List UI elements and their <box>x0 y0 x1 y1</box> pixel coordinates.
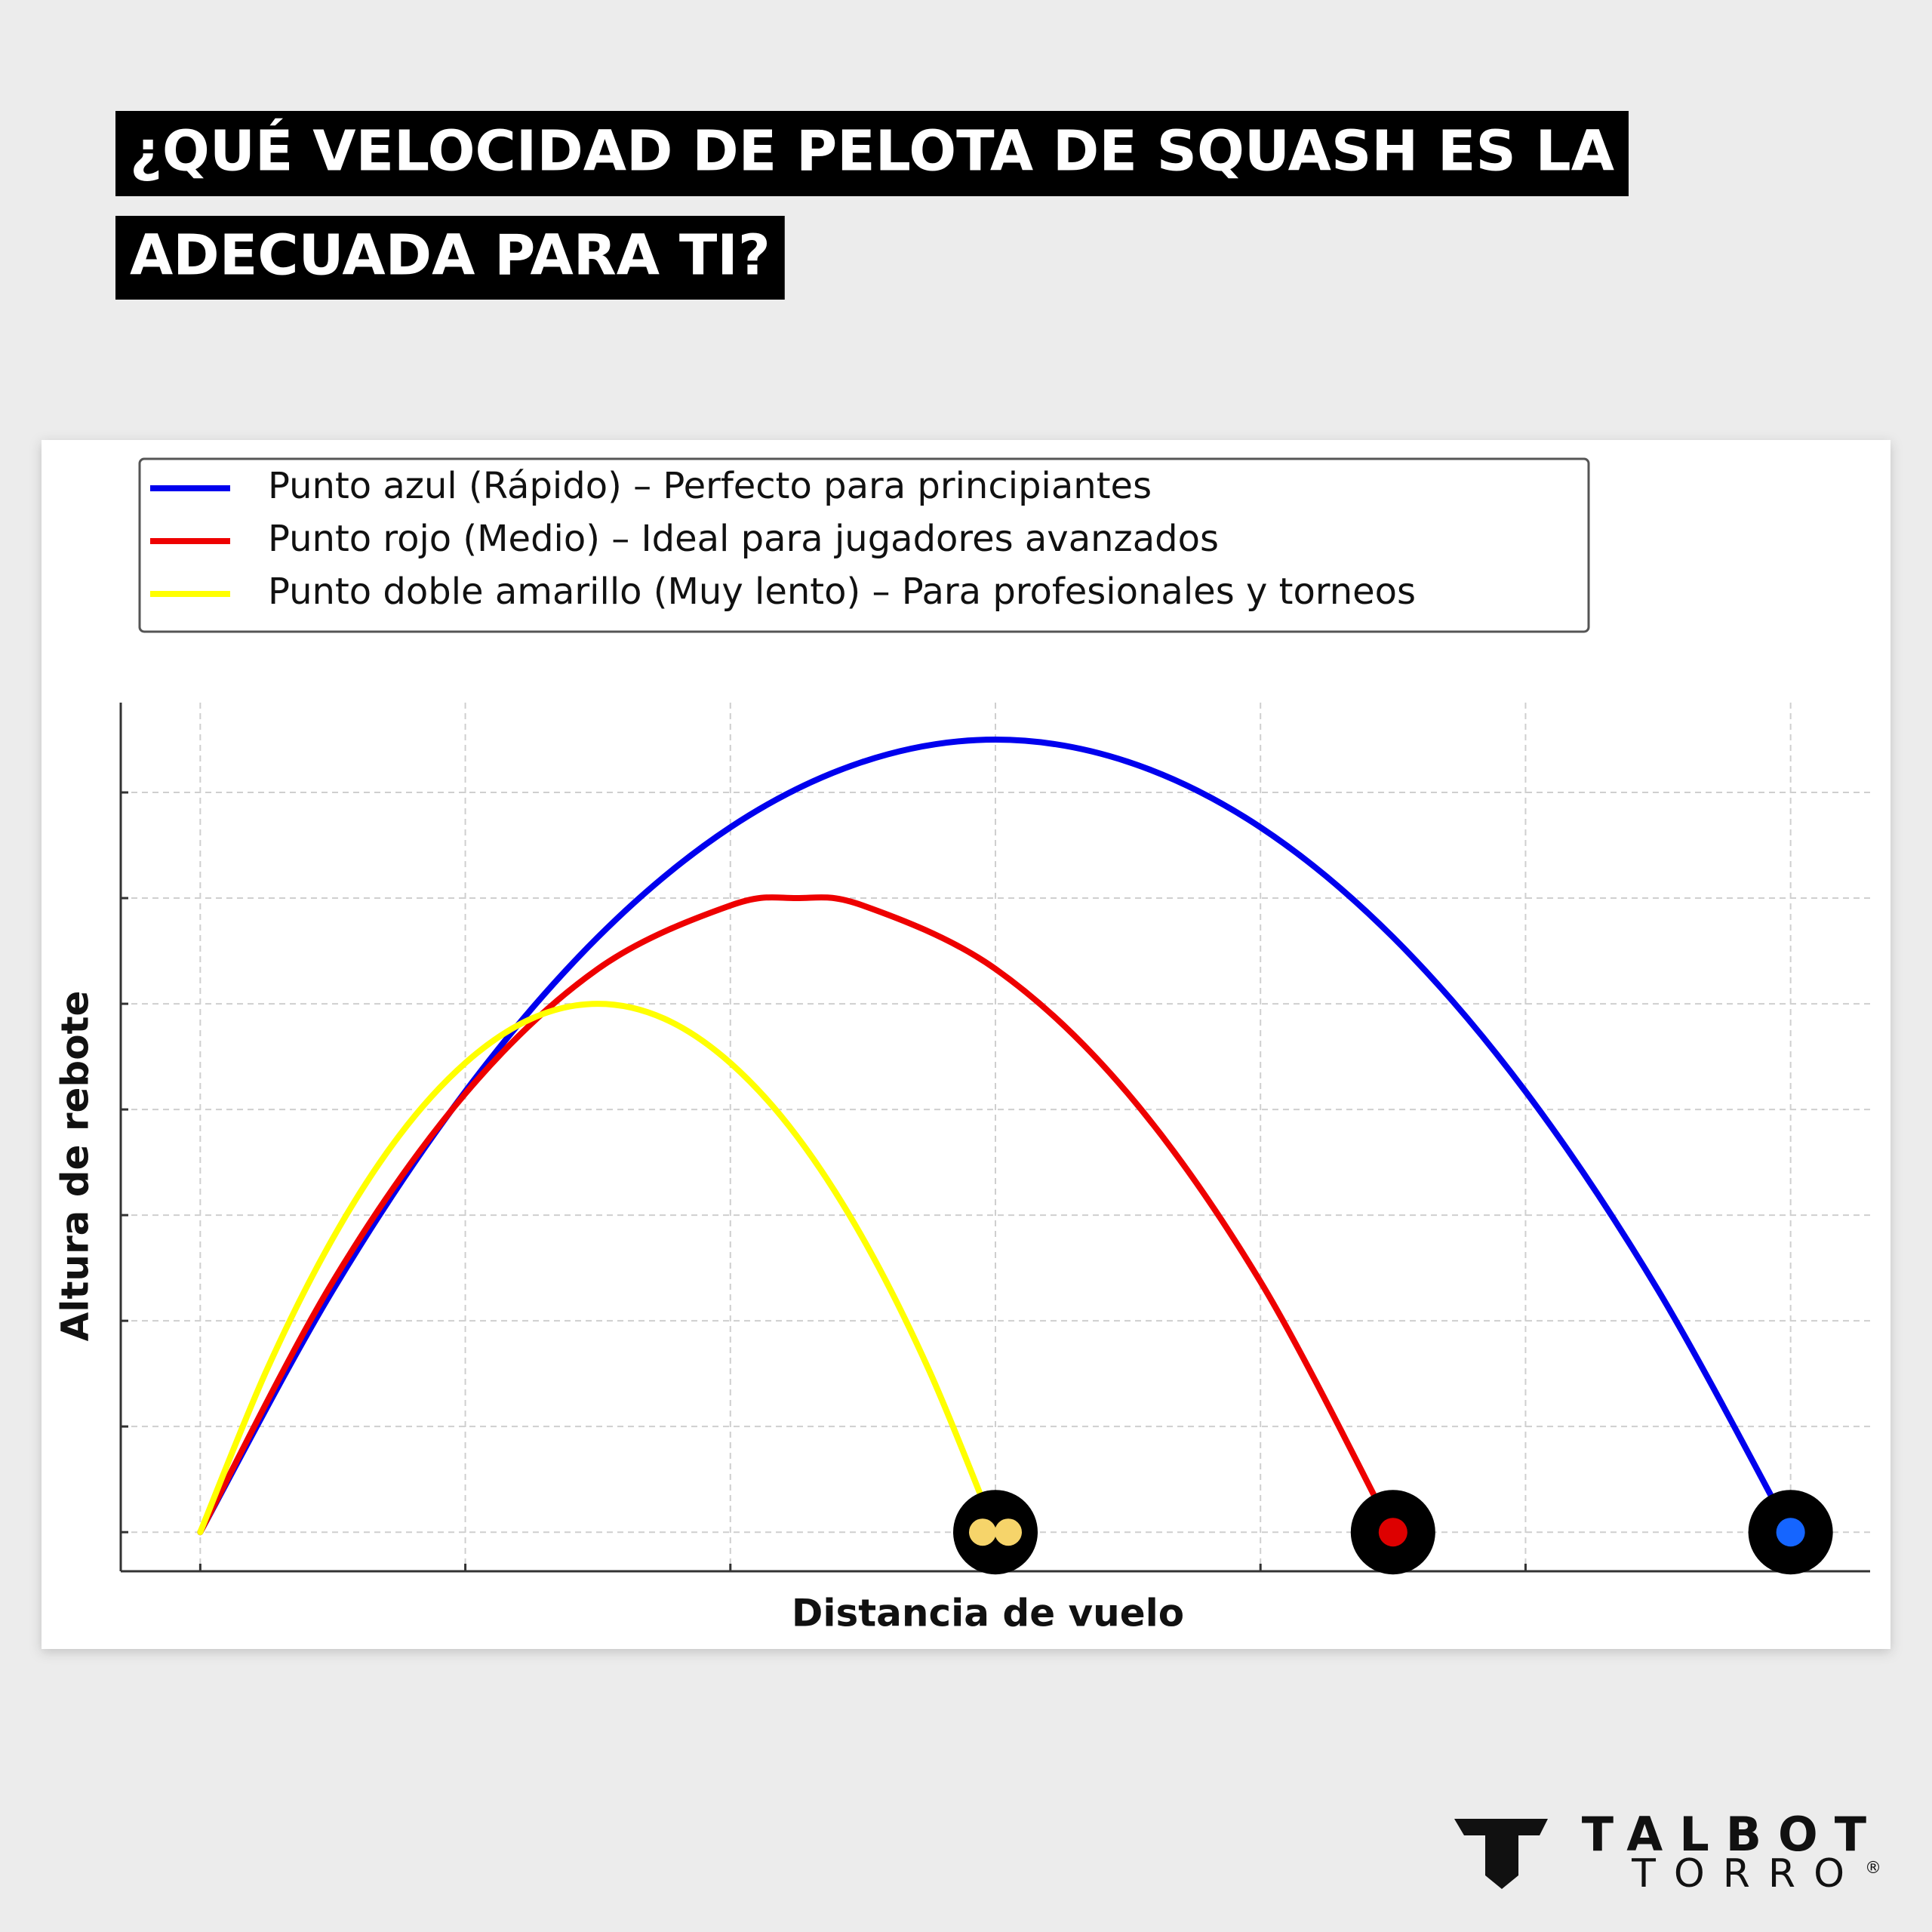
legend-label: Punto azul (Rápido) – Perfecto para prin… <box>268 465 1152 507</box>
title-box <box>115 111 1629 196</box>
chart-card <box>42 440 1890 1649</box>
y-axis-title: Altura de rebote <box>54 991 97 1342</box>
ball-dot <box>969 1518 996 1546</box>
title-line: ¿QUÉ VELOCIDAD DE PELOTA DE SQUASH ES LA <box>130 118 1614 184</box>
logo: TALBOT TORRO ® <box>1454 1807 1883 1897</box>
series-line <box>197 894 1396 1536</box>
logo-text: TORRO <box>1631 1851 1863 1897</box>
title-box <box>115 216 785 300</box>
legend-label: Punto doble amarillo (Muy lento) – Para … <box>268 571 1416 613</box>
series-line <box>197 1001 998 1536</box>
ball-dot <box>1378 1518 1407 1547</box>
ball-dot <box>995 1518 1022 1546</box>
legend-label: Punto rojo (Medio) – Ideal para jugadore… <box>268 518 1219 560</box>
legend-box <box>138 457 1590 633</box>
logo-mark: ® <box>1865 1859 1881 1878</box>
ball-dot <box>1776 1518 1805 1547</box>
logo-icon <box>1454 1819 1548 1889</box>
plot-area <box>119 703 1870 1575</box>
logo-text: TALBOT <box>1582 1807 1883 1862</box>
x-axis-title: Distancia de vuelo <box>792 1592 1184 1635</box>
title-line: ADECUADA PARA TI? <box>130 223 771 288</box>
